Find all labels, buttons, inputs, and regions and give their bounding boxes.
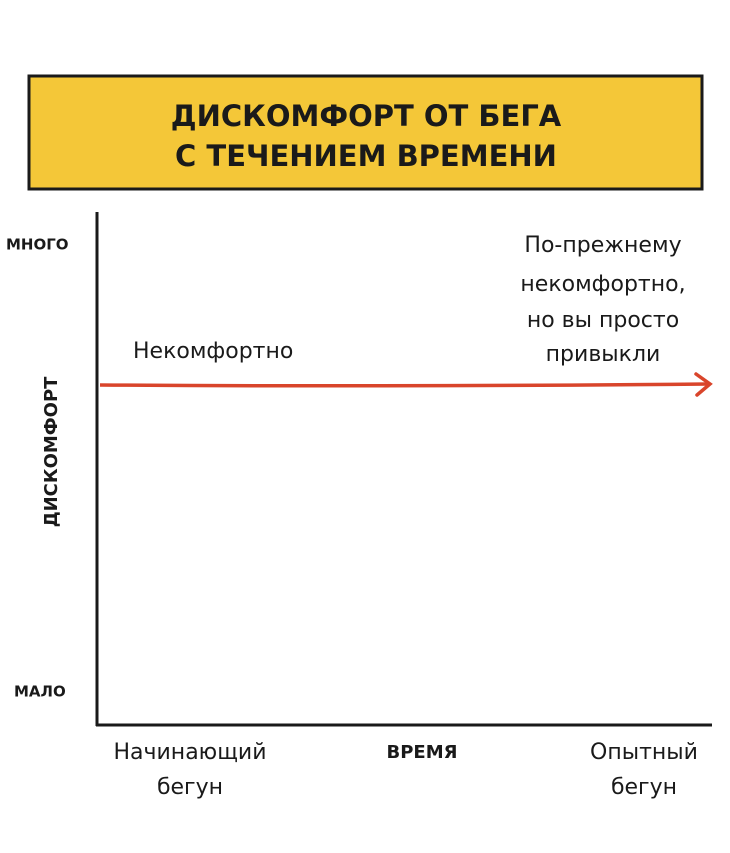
arrow-head bbox=[694, 372, 713, 397]
x-start-label: бегун bbox=[157, 775, 223, 800]
title-box bbox=[27, 74, 704, 191]
right-annotation: По-прежнему bbox=[524, 233, 681, 258]
line-annotation: Некомфортно bbox=[133, 339, 293, 364]
y-axis-label: ДИСКОМФОРТ bbox=[41, 376, 62, 528]
title-line: С ТЕЧЕНИЕМ ВРЕМЕНИ bbox=[175, 139, 557, 173]
y-low-label: МАЛО bbox=[14, 683, 66, 701]
x-start-label: Начинающий bbox=[113, 740, 266, 765]
x-end-label: Опытный bbox=[590, 740, 698, 765]
right-annotation: но вы просто bbox=[527, 308, 679, 333]
right-annotation: некомфортно, bbox=[520, 272, 685, 297]
x-axis-label: ВРЕМЯ bbox=[387, 742, 458, 763]
discomfort-line bbox=[99, 382, 709, 388]
title-line: ДИСКОМФОРТ ОТ БЕГА bbox=[171, 99, 562, 133]
x-end-label: бегун bbox=[611, 775, 677, 800]
right-annotation: привыкли bbox=[546, 342, 661, 367]
y-high-label: МНОГО bbox=[6, 236, 69, 254]
